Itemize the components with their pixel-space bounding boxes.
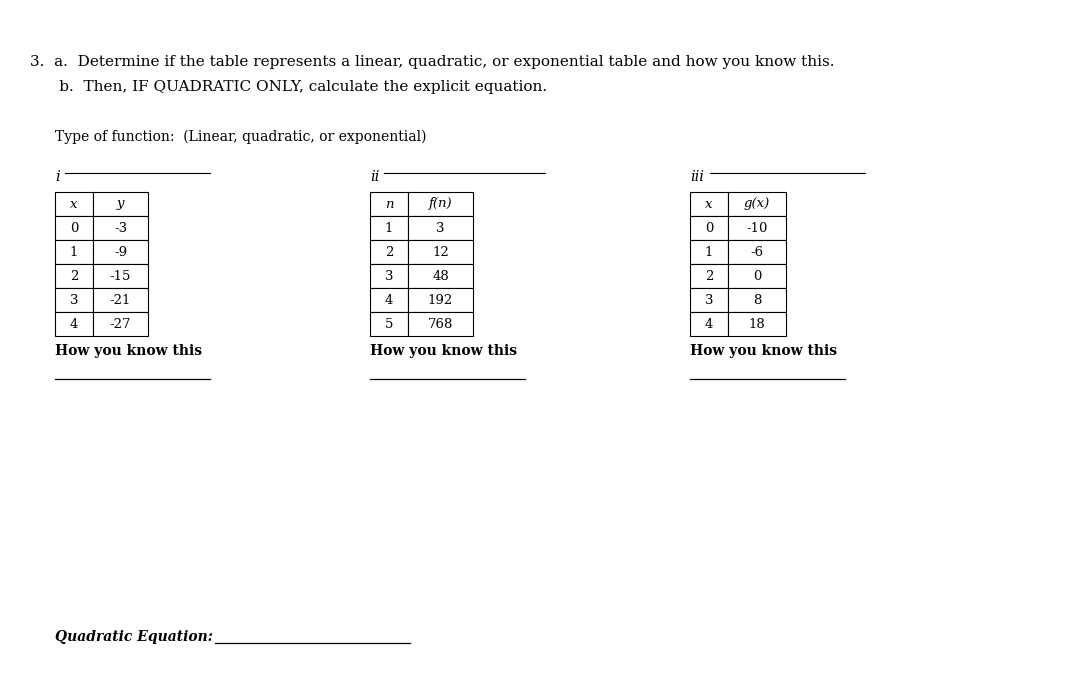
Bar	[690, 240, 728, 264]
Text: b.  Then, IF QUADRATIC ONLY, calculate the explicit equation.: b. Then, IF QUADRATIC ONLY, calculate th…	[30, 80, 548, 94]
Text: Quadratic Equation:: Quadratic Equation:	[55, 630, 213, 644]
Bar	[55, 192, 93, 216]
Text: 5: 5	[384, 317, 393, 331]
Text: 768: 768	[428, 317, 454, 331]
Text: How you know this: How you know this	[55, 344, 202, 358]
Bar	[370, 312, 408, 336]
Text: How you know this: How you know this	[690, 344, 837, 358]
Bar	[55, 216, 93, 240]
Bar	[55, 312, 93, 336]
Text: 3: 3	[436, 222, 445, 234]
Text: 0: 0	[70, 222, 78, 234]
Bar	[728, 216, 786, 240]
Bar	[408, 288, 473, 312]
Bar	[370, 240, 408, 264]
Text: 4: 4	[70, 317, 78, 331]
Bar	[728, 312, 786, 336]
Bar	[690, 288, 728, 312]
Text: 192: 192	[428, 294, 454, 306]
Bar	[728, 240, 786, 264]
Bar	[690, 192, 728, 216]
Text: How you know this: How you know this	[370, 344, 517, 358]
Bar	[93, 216, 148, 240]
Bar	[728, 264, 786, 288]
Text: 0: 0	[705, 222, 713, 234]
Bar	[370, 264, 408, 288]
Text: -6: -6	[751, 245, 764, 258]
Bar	[370, 288, 408, 312]
Text: 8: 8	[753, 294, 761, 306]
Text: 18: 18	[748, 317, 766, 331]
Text: n: n	[384, 198, 393, 211]
Bar	[408, 192, 473, 216]
Bar	[55, 240, 93, 264]
Text: y: y	[117, 198, 124, 211]
Bar	[93, 264, 148, 288]
Text: 3.  a.  Determine if the table represents a linear, quadratic, or exponential ta: 3. a. Determine if the table represents …	[30, 55, 835, 69]
Text: 0: 0	[753, 270, 761, 283]
Text: 2: 2	[705, 270, 713, 283]
Text: x: x	[70, 198, 78, 211]
Text: 1: 1	[705, 245, 713, 258]
Text: 4: 4	[705, 317, 713, 331]
Bar	[690, 216, 728, 240]
Bar	[370, 216, 408, 240]
Text: -21: -21	[110, 294, 131, 306]
Bar	[93, 240, 148, 264]
Bar	[55, 288, 93, 312]
Text: -15: -15	[110, 270, 131, 283]
Bar	[55, 264, 93, 288]
Text: 3: 3	[70, 294, 78, 306]
Bar	[408, 264, 473, 288]
Text: -10: -10	[746, 222, 768, 234]
Text: 1: 1	[384, 222, 393, 234]
Text: -3: -3	[113, 222, 127, 234]
Text: 4: 4	[384, 294, 393, 306]
Bar	[728, 192, 786, 216]
Text: 3: 3	[705, 294, 713, 306]
Text: 1: 1	[70, 245, 78, 258]
Bar	[93, 192, 148, 216]
Text: iii: iii	[690, 170, 704, 184]
Bar	[690, 312, 728, 336]
Bar	[728, 288, 786, 312]
Text: ii: ii	[370, 170, 379, 184]
Bar	[408, 312, 473, 336]
Bar	[408, 216, 473, 240]
Bar	[370, 192, 408, 216]
Text: 2: 2	[384, 245, 393, 258]
Text: -27: -27	[110, 317, 132, 331]
Text: 12: 12	[432, 245, 449, 258]
Text: 3: 3	[384, 270, 393, 283]
Text: i: i	[55, 170, 59, 184]
Bar	[690, 264, 728, 288]
Bar	[93, 312, 148, 336]
Bar	[408, 240, 473, 264]
Text: Type of function:  (Linear, quadratic, or exponential): Type of function: (Linear, quadratic, or…	[55, 130, 427, 144]
Text: f(n): f(n)	[429, 198, 453, 211]
Bar	[93, 288, 148, 312]
Text: 2: 2	[70, 270, 78, 283]
Text: x: x	[705, 198, 713, 211]
Text: 48: 48	[432, 270, 449, 283]
Text: -9: -9	[113, 245, 127, 258]
Text: g(x): g(x)	[744, 198, 770, 211]
